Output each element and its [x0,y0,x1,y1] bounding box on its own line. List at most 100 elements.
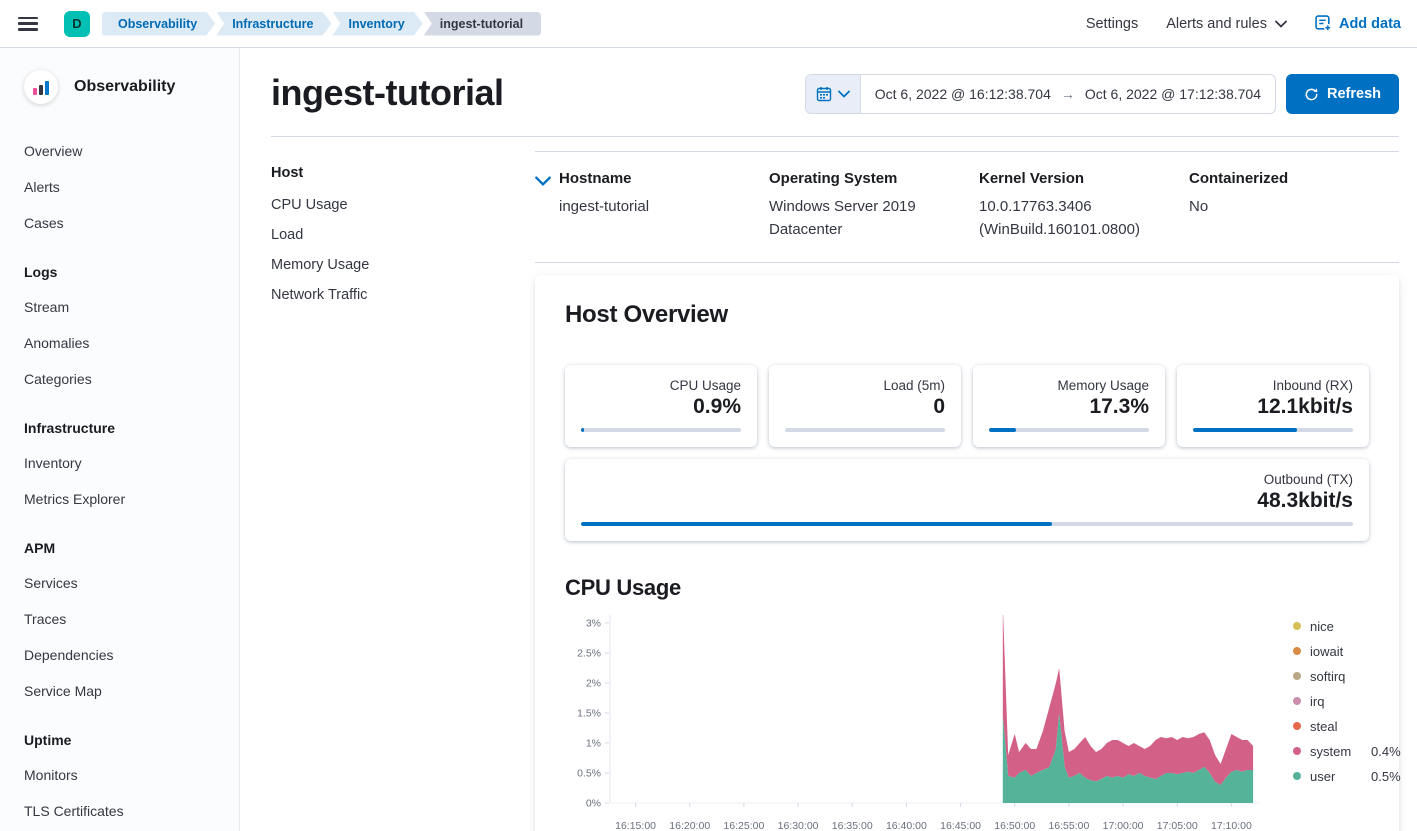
sidebar-item-service-map[interactable]: Service Map [24,680,216,702]
legend-item-steal[interactable]: steal [1293,719,1401,734]
sidebar-item-cases[interactable]: Cases [24,212,216,234]
host-subnav: Host CPU Usage Load Memory Usage Network… [271,151,535,831]
sidebar-item-categories[interactable]: Categories [24,368,216,390]
legend-name: steal [1310,719,1362,734]
svg-text:1%: 1% [586,737,601,749]
add-data-button[interactable]: Add data [1315,15,1401,32]
subnav-item-network-traffic[interactable]: Network Traffic [271,287,535,303]
refresh-button[interactable]: Refresh [1286,74,1399,114]
metric-progress-track [581,522,1353,526]
metric-value: 0.9% [581,395,741,419]
add-data-icon [1315,15,1332,32]
legend-name: iowait [1310,644,1362,659]
chart-legend: nice iowait softirq [1293,619,1401,794]
host-overview-title: Host Overview [565,301,1369,329]
sidebar-item-metrics-explorer[interactable]: Metrics Explorer [24,488,216,510]
date-range-picker: Oct 6, 2022 @ 16:12:38.704 → Oct 6, 2022… [805,74,1276,114]
refresh-icon [1304,87,1319,102]
legend-item-softirq[interactable]: softirq [1293,669,1401,684]
legend-item-iowait[interactable]: iowait [1293,644,1401,659]
sidebar-item-tls-certificates[interactable]: TLS Certificates [24,800,216,822]
legend-dot [1293,722,1301,730]
metric-value: 48.3kbit/s [581,489,1353,513]
legend-dot [1293,697,1301,705]
svg-text:17:10:00: 17:10:00 [1211,820,1252,831]
sidebar-item-traces[interactable]: Traces [24,608,216,630]
metric-progress-fill [581,428,584,432]
metric-card-memory-usage: Memory Usage 17.3% [973,365,1165,447]
metric-progress-track [1193,428,1353,432]
subnav-item-cpu-usage[interactable]: CPU Usage [271,197,535,213]
svg-text:16:45:00: 16:45:00 [940,820,981,831]
date-picker-quick-menu[interactable] [806,75,861,113]
sidebar-section-uptime: Uptime [24,732,216,748]
metadata-label-kernel-version: Kernel Version [979,170,1189,187]
sidebar-item-stream[interactable]: Stream [24,296,216,318]
svg-text:0.5%: 0.5% [577,767,601,779]
sidebar-item-dependencies[interactable]: Dependencies [24,644,216,666]
observability-logo-icon [24,70,58,104]
svg-text:16:35:00: 16:35:00 [832,820,873,831]
date-range-arrow-icon: → [1061,86,1075,102]
sidebar-item-anomalies[interactable]: Anomalies [24,332,216,354]
top-navigation-bar: D Observability Infrastructure Inventory… [0,0,1417,48]
metric-progress-track [581,428,741,432]
subnav-item-load[interactable]: Load [271,227,535,243]
legend-value: 0.5% [1371,769,1401,784]
breadcrumb-infrastructure[interactable]: Infrastructure [216,12,331,36]
refresh-label: Refresh [1327,86,1381,102]
alerts-and-rules-menu[interactable]: Alerts and rules [1166,16,1287,32]
metric-card-cpu-usage: CPU Usage 0.9% [565,365,757,447]
date-range-start[interactable]: Oct 6, 2022 @ 16:12:38.704 [875,86,1051,102]
subnav-item-memory-usage[interactable]: Memory Usage [271,257,535,273]
metric-card-outbound-tx: Outbound (TX) 48.3kbit/s [565,459,1369,541]
metric-label: CPU Usage [581,378,741,393]
metric-progress-fill [581,522,1052,526]
sidebar-section-apm: APM [24,540,216,556]
sidebar-item-inventory[interactable]: Inventory [24,452,216,474]
svg-text:16:30:00: 16:30:00 [778,820,819,831]
legend-name: nice [1310,619,1362,634]
metadata-collapse-toggle[interactable] [535,170,559,242]
legend-item-nice[interactable]: nice [1293,619,1401,634]
metric-value: 17.3% [989,395,1149,419]
sidebar-item-monitors[interactable]: Monitors [24,764,216,786]
date-range-end[interactable]: Oct 6, 2022 @ 17:12:38.704 [1085,86,1261,102]
svg-text:1.5%: 1.5% [577,707,601,719]
sidebar-item-alerts[interactable]: Alerts [24,176,216,198]
breadcrumb-inventory[interactable]: Inventory [332,12,422,36]
legend-item-system[interactable]: system 0.4% [1293,744,1401,759]
menu-hamburger-icon[interactable] [18,17,38,31]
metadata-label-hostname: Hostname [559,170,769,187]
chevron-down-icon [1275,20,1287,28]
header-divider [271,136,1399,137]
svg-text:17:05:00: 17:05:00 [1157,820,1198,831]
space-avatar[interactable]: D [64,11,90,37]
metric-card-load: Load (5m) 0 [769,365,961,447]
legend-item-user[interactable]: user 0.5% [1293,769,1401,784]
chevron-down-icon [535,173,551,189]
metric-value: 12.1kbit/s [1193,395,1353,419]
host-subnav-header: Host [271,165,535,181]
legend-value: 0.4% [1371,744,1401,759]
metric-card-inbound-rx: Inbound (RX) 12.1kbit/s [1177,365,1369,447]
observability-sidebar: Observability Overview Alerts Cases Logs… [0,48,240,831]
legend-item-irq[interactable]: irq [1293,694,1401,709]
svg-text:16:50:00: 16:50:00 [994,820,1035,831]
legend-dot [1293,747,1301,755]
breadcrumb-current-page: ingest-tutorial [424,12,541,36]
sidebar-section-infrastructure: Infrastructure [24,420,216,436]
settings-link[interactable]: Settings [1086,16,1138,32]
legend-name: user [1310,769,1362,784]
sidebar-item-overview[interactable]: Overview [24,140,216,162]
sidebar-section-logs: Logs [24,264,216,280]
page-title: ingest-tutorial [271,72,504,114]
breadcrumb-observability[interactable]: Observability [102,12,215,36]
legend-name: system [1310,744,1362,759]
add-data-label: Add data [1339,16,1401,32]
metric-label: Outbound (TX) [581,472,1353,487]
sidebar-item-services[interactable]: Services [24,572,216,594]
host-overview-panel: Host Overview CPU Usage 0.9% Load (5m) 0… [535,275,1399,831]
main-content: ingest-tutorial Oct 6, 2022 @ 16:12:38.7 [240,48,1417,831]
metric-label: Load (5m) [785,378,945,393]
